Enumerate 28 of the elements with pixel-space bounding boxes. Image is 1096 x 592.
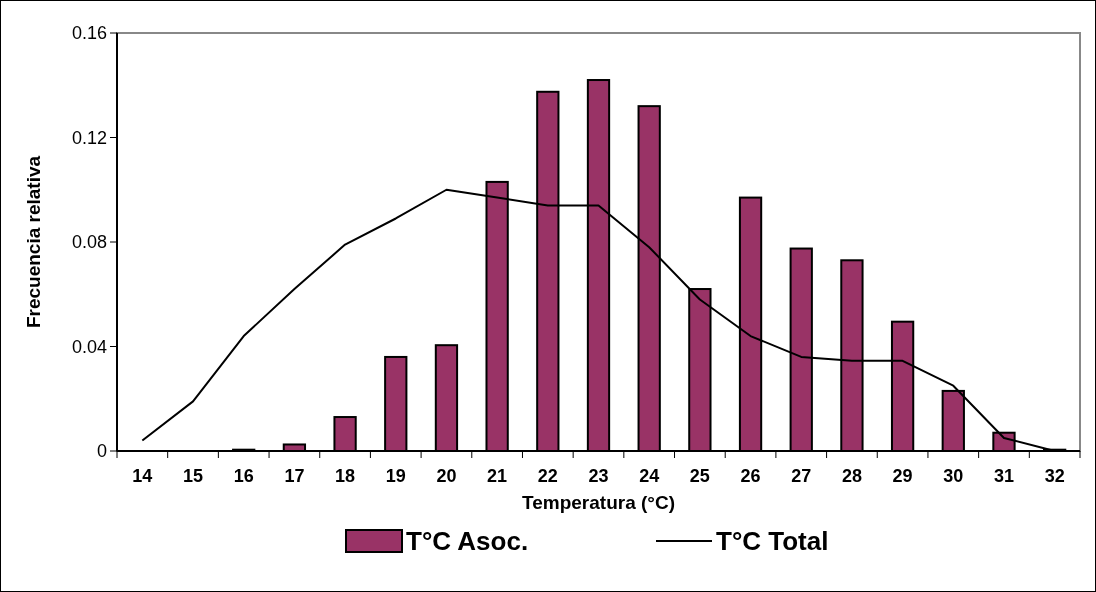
y-tick-label: 0.08: [71, 232, 107, 253]
legend-label: T°C Asoc.: [406, 526, 529, 557]
x-tick-label: 23: [588, 466, 609, 486]
x-tick-label: 22: [537, 466, 558, 486]
y-tick-label: 0.04: [71, 336, 107, 357]
x-tick-label: 28: [841, 466, 862, 486]
x-tick-label: 14: [132, 466, 153, 486]
x-tick-label: 16: [233, 466, 254, 486]
y-axis-title: Frecuencia relativa: [23, 155, 44, 329]
legend-label: T°C Total: [716, 526, 829, 557]
x-tick-label: 32: [1044, 466, 1065, 486]
x-tick-label: 25: [689, 466, 710, 486]
x-tick-label: 18: [335, 466, 356, 486]
x-tick-label: 26: [740, 466, 761, 486]
x-tick-label: 17: [284, 466, 305, 486]
x-tick-label: 19: [385, 466, 406, 486]
x-tick-label: 31: [993, 466, 1014, 486]
x-tick-label: 30: [943, 466, 964, 486]
x-tick-label: 27: [791, 466, 812, 486]
y-tick-label: 0: [96, 441, 107, 462]
x-tick-label: 24: [639, 466, 660, 486]
x-tick-label: 20: [436, 466, 457, 486]
y-tick-label: 0.12: [71, 127, 107, 148]
x-axis-title: Temperatura (°C): [522, 492, 675, 513]
y-tick-label: 0.16: [71, 23, 107, 44]
x-tick-label: 21: [487, 466, 508, 486]
x-tick-label: 29: [892, 466, 913, 486]
x-tick-label: 15: [183, 466, 204, 486]
